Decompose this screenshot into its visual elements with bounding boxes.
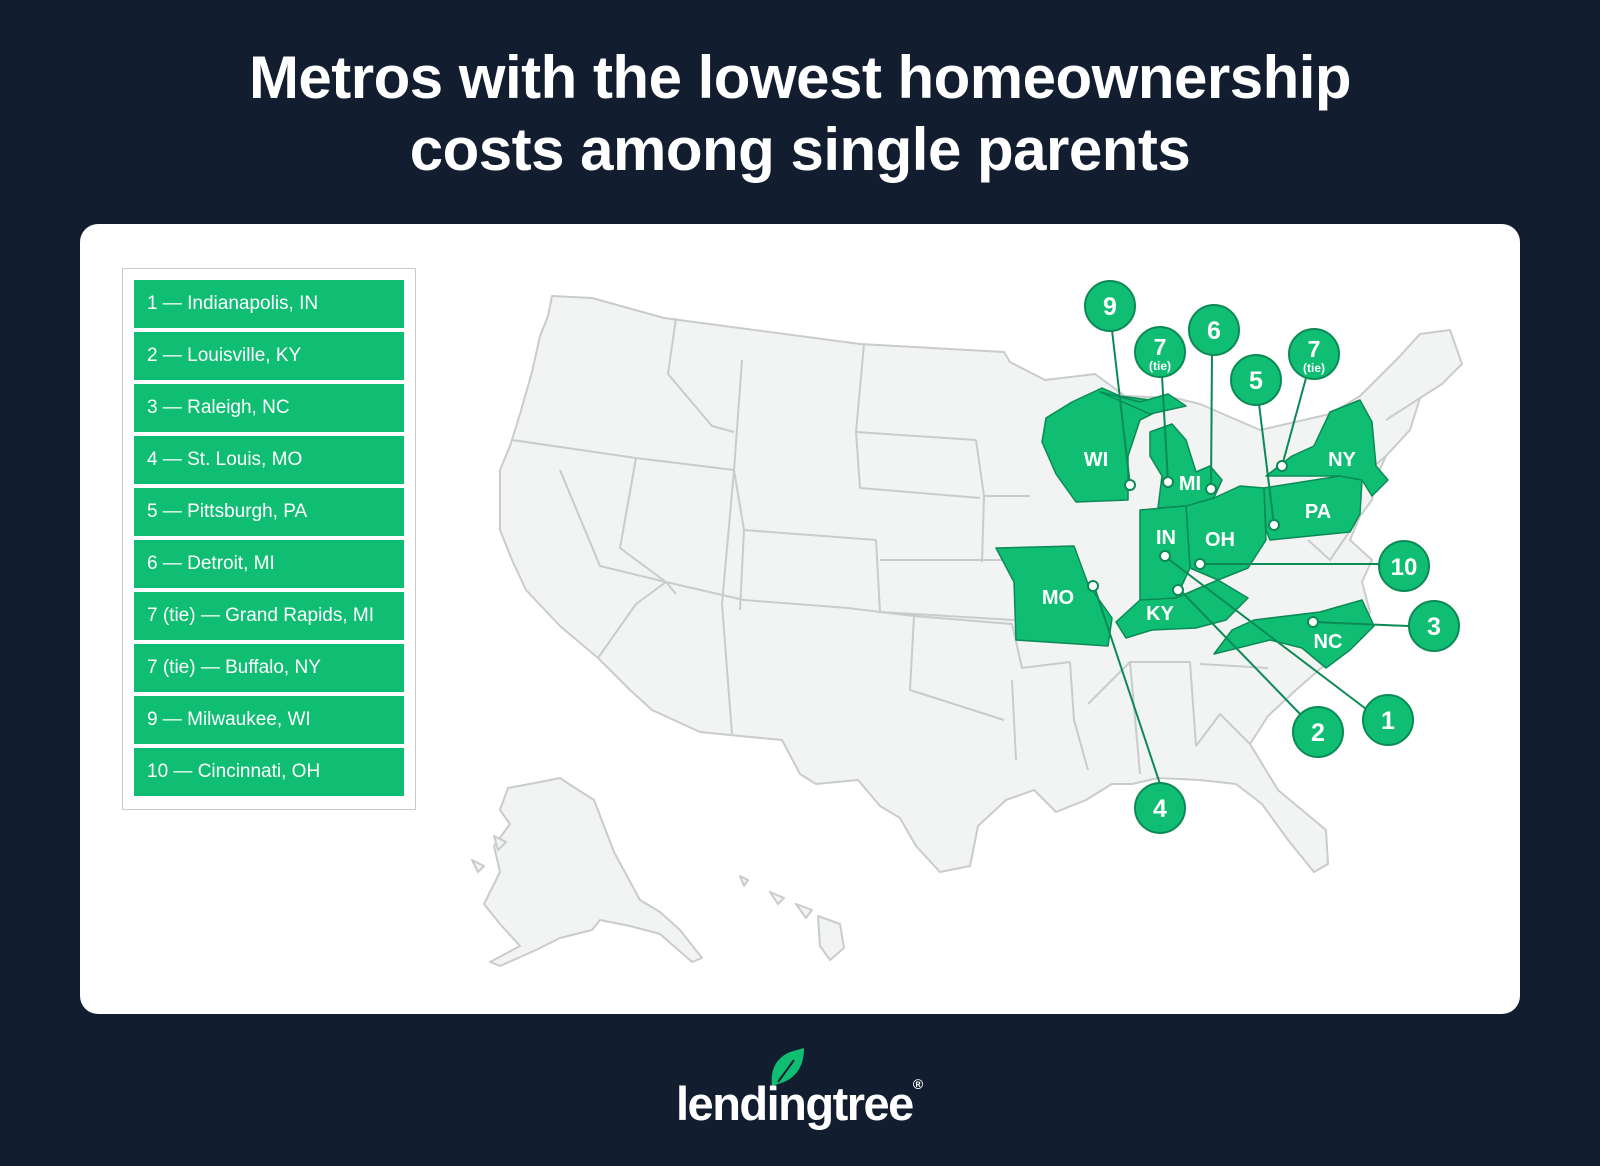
state-wi: [1041, 387, 1165, 503]
title-line-1: Metros with the lowest homeownership: [248, 44, 1352, 111]
state-label: WI: [1084, 449, 1108, 471]
legend-item: 10 — Cincinnati, OH: [134, 748, 404, 796]
legend-item: 6 — Detroit, MI: [134, 540, 404, 588]
leader-line: [1161, 375, 1169, 483]
legend-item: 3 — Raleigh, NC: [134, 384, 404, 432]
state-nc: [1213, 599, 1375, 669]
state-label: PA: [1305, 501, 1331, 523]
callout-rank: 4: [1153, 795, 1167, 823]
trademark-symbol: ®: [912, 1076, 924, 1092]
leader-line: [1093, 585, 1161, 785]
metro-dot-detroit: [1205, 483, 1217, 495]
leader-lines: [1093, 329, 1409, 785]
alaska-islands: [471, 835, 507, 873]
legend-item: 1 — Indianapolis, IN: [134, 280, 404, 328]
callout-tie: (tie): [1149, 359, 1171, 373]
legend-item: 4 — St. Louis, MO: [134, 436, 404, 484]
callout-rank: 1: [1381, 707, 1395, 735]
callout-10: 10: [1378, 540, 1430, 592]
callout-rank: 6: [1207, 317, 1221, 345]
callout-rank: 3: [1427, 613, 1441, 641]
metro-dot-st-louis: [1087, 580, 1099, 592]
us-base-map: [471, 295, 1463, 967]
metro-dot-buffalo: [1276, 460, 1288, 472]
highlighted-states: [995, 387, 1389, 669]
state-label: IN: [1156, 527, 1176, 549]
metro-dot-pittsburgh: [1268, 519, 1280, 531]
leader-line: [1111, 329, 1131, 486]
callout-3: 3: [1408, 600, 1460, 652]
callout-rank: 7: [1154, 334, 1167, 360]
state-label: OH: [1205, 529, 1235, 551]
leader-line: [1313, 621, 1409, 627]
callout-9: 9: [1084, 280, 1136, 332]
logo-text: lendingtree: [676, 1077, 914, 1130]
callout-1: 1: [1362, 694, 1414, 746]
callout-4: 4: [1134, 782, 1186, 834]
metro-dot-indianapolis: [1159, 550, 1171, 562]
callout-6: 6: [1188, 304, 1240, 356]
state-oh: [1185, 485, 1267, 581]
title-line-2: costs among single parents: [409, 116, 1191, 183]
state-label: MO: [1042, 587, 1074, 609]
leader-line: [1281, 377, 1307, 467]
callout-rank: 7: [1308, 336, 1321, 362]
legend-item: 2 — Louisville, KY: [134, 332, 404, 380]
metro-dots: [1087, 460, 1319, 628]
metro-dot-grand-rapids: [1162, 476, 1174, 488]
leader-line: [1166, 557, 1371, 713]
metro-dot-cincinnati: [1194, 558, 1206, 570]
leader-line: [1210, 351, 1213, 490]
leader-line: [1257, 395, 1275, 526]
legend-item: 5 — Pittsburgh, PA: [134, 488, 404, 536]
state-labels: WI MI NY PA OH IN KY MO NC: [1042, 449, 1357, 653]
legend-item: 7 (tie) — Grand Rapids, MI: [134, 592, 404, 640]
state-label: NC: [1314, 631, 1343, 653]
metro-dot-raleigh: [1307, 616, 1319, 628]
callout-2: 2: [1292, 706, 1344, 758]
callout-7-buffalo: 7 (tie): [1288, 328, 1340, 380]
ranking-legend: 1 — Indianapolis, IN 2 — Louisville, KY …: [122, 268, 416, 810]
callout-bubbles: 1 2 3 4 5 6 7 (tie) 7 (tie): [1084, 280, 1460, 834]
callout-tie: (tie): [1303, 361, 1325, 375]
state-label: NY: [1328, 449, 1356, 471]
state-borders: [511, 317, 1421, 775]
state-ny: [1265, 399, 1389, 497]
callout-5: 5: [1230, 354, 1282, 406]
state-label: KY: [1146, 603, 1174, 625]
legend-item: 7 (tie) — Buffalo, NY: [134, 644, 404, 692]
metro-dot-milwaukee: [1124, 479, 1136, 491]
alaska: [483, 777, 703, 967]
state-label: MI: [1179, 473, 1201, 495]
legend-item: 9 — Milwaukee, WI: [134, 696, 404, 744]
callout-rank: 5: [1249, 367, 1263, 395]
page-title: Metros with the lowest homeownership cos…: [0, 42, 1600, 186]
contiguous-us-outline: [499, 295, 1463, 873]
metro-dot-louisville: [1172, 584, 1184, 596]
lendingtree-logo: lendingtree®: [676, 1076, 923, 1131]
lendingtree-leaf-icon: [771, 1048, 804, 1086]
callout-rank: 10: [1391, 554, 1418, 581]
hawaii: [739, 875, 845, 961]
callout-7-grand-rapids: 7 (tie): [1134, 326, 1186, 378]
state-mi: [1099, 391, 1223, 509]
callout-rank: 2: [1311, 719, 1325, 747]
callout-rank: 9: [1103, 293, 1117, 321]
leader-line: [1179, 589, 1303, 717]
